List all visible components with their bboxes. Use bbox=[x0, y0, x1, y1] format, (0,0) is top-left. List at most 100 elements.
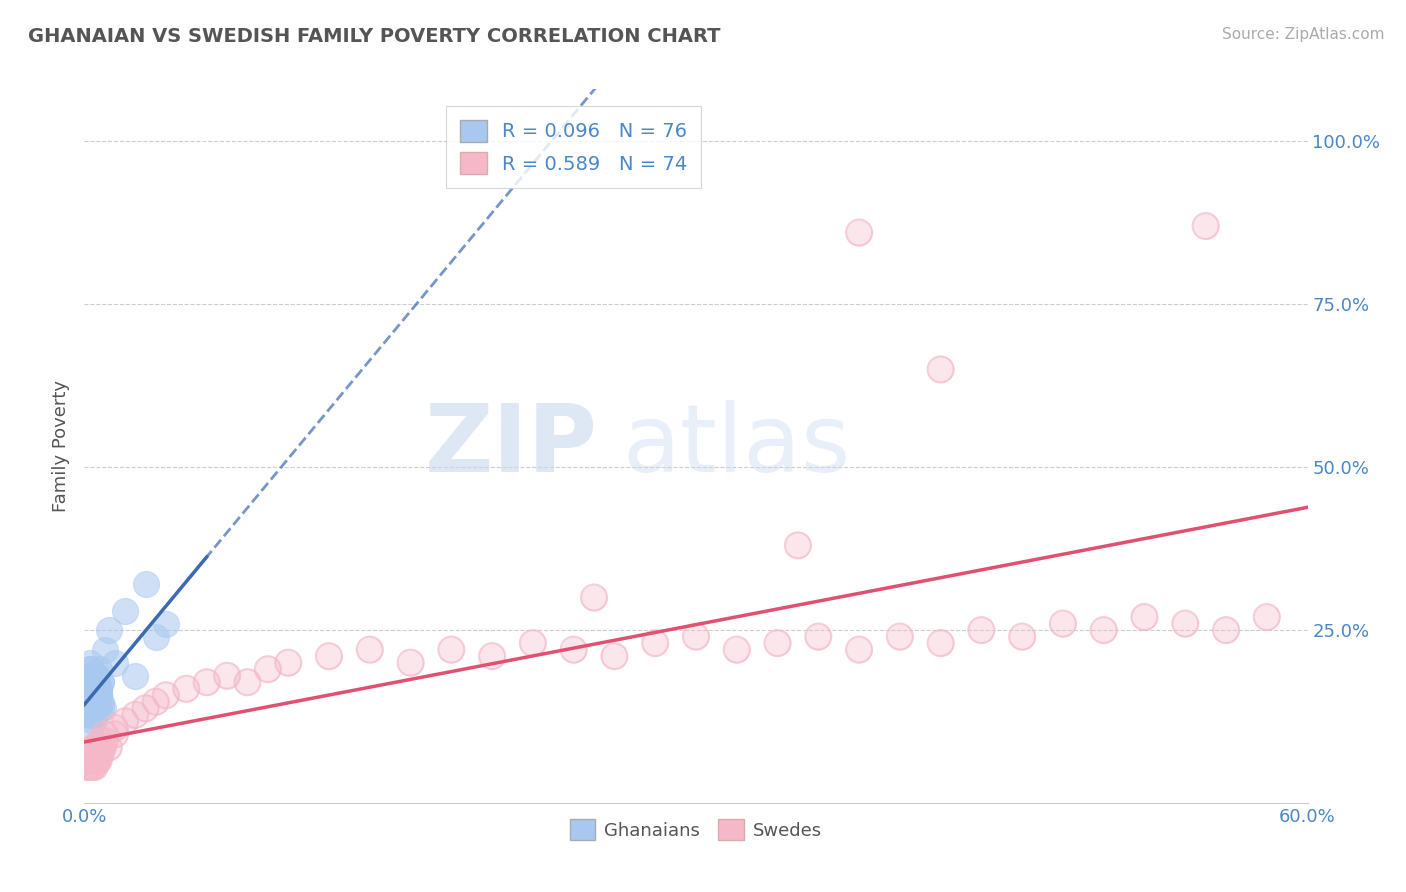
Point bbox=[104, 656, 127, 670]
Point bbox=[1092, 623, 1115, 637]
Point bbox=[929, 362, 952, 376]
Point bbox=[135, 577, 157, 591]
Point bbox=[155, 688, 177, 702]
Point bbox=[82, 707, 104, 722]
Point bbox=[970, 623, 993, 637]
Point bbox=[86, 695, 108, 709]
Point bbox=[86, 681, 108, 696]
Point bbox=[83, 695, 105, 709]
Point bbox=[79, 695, 101, 709]
Point bbox=[145, 630, 167, 644]
Point bbox=[848, 642, 870, 657]
Point bbox=[93, 727, 115, 741]
Point bbox=[83, 740, 105, 755]
Point bbox=[83, 681, 105, 696]
Point bbox=[87, 740, 110, 755]
Point bbox=[83, 740, 105, 755]
Point bbox=[135, 701, 157, 715]
Point bbox=[83, 760, 105, 774]
Point bbox=[77, 754, 100, 768]
Point bbox=[86, 681, 108, 696]
Point bbox=[79, 675, 101, 690]
Point bbox=[87, 740, 110, 755]
Point bbox=[82, 675, 104, 690]
Point bbox=[82, 754, 104, 768]
Point bbox=[562, 642, 585, 657]
Point bbox=[257, 662, 280, 676]
Point bbox=[79, 754, 101, 768]
Point bbox=[83, 760, 105, 774]
Point bbox=[83, 675, 105, 690]
Point bbox=[1215, 623, 1237, 637]
Point bbox=[82, 714, 104, 729]
Point bbox=[93, 734, 115, 748]
Point bbox=[82, 754, 104, 768]
Point bbox=[93, 734, 115, 748]
Point bbox=[83, 740, 105, 755]
Point bbox=[77, 760, 100, 774]
Point bbox=[83, 675, 105, 690]
Point bbox=[79, 669, 101, 683]
Point bbox=[86, 754, 108, 768]
Point bbox=[83, 754, 105, 768]
Point bbox=[87, 701, 110, 715]
Point bbox=[1011, 630, 1033, 644]
Point bbox=[90, 675, 112, 690]
Point bbox=[79, 662, 101, 676]
Point bbox=[82, 688, 104, 702]
Point bbox=[685, 630, 707, 644]
Point bbox=[104, 721, 127, 735]
Point bbox=[82, 701, 104, 715]
Point bbox=[583, 591, 606, 605]
Text: atlas: atlas bbox=[623, 400, 851, 492]
Point bbox=[236, 675, 259, 690]
Point bbox=[1256, 610, 1278, 624]
Point bbox=[124, 707, 146, 722]
Point bbox=[79, 747, 101, 761]
Point bbox=[145, 695, 167, 709]
Point bbox=[644, 636, 666, 650]
Point bbox=[86, 681, 108, 696]
Point bbox=[86, 695, 108, 709]
Point bbox=[83, 675, 105, 690]
Point bbox=[86, 695, 108, 709]
Point bbox=[79, 747, 101, 761]
Point bbox=[195, 675, 218, 690]
Point bbox=[848, 226, 870, 240]
Point bbox=[104, 721, 127, 735]
Point bbox=[87, 688, 110, 702]
Point bbox=[90, 747, 112, 761]
Point bbox=[399, 656, 422, 670]
Point bbox=[86, 675, 108, 690]
Text: Source: ZipAtlas.com: Source: ZipAtlas.com bbox=[1222, 27, 1385, 42]
Point bbox=[87, 688, 110, 702]
Point bbox=[90, 695, 112, 709]
Point bbox=[82, 675, 104, 690]
Point bbox=[87, 688, 110, 702]
Point bbox=[87, 747, 110, 761]
Point bbox=[1195, 219, 1218, 233]
Point bbox=[90, 747, 112, 761]
Point bbox=[82, 760, 104, 774]
Point bbox=[87, 688, 110, 702]
Point bbox=[889, 630, 911, 644]
Point bbox=[1092, 623, 1115, 637]
Point bbox=[86, 747, 108, 761]
Point bbox=[135, 701, 157, 715]
Point bbox=[104, 727, 127, 741]
Point bbox=[83, 669, 105, 683]
Point bbox=[82, 747, 104, 761]
Point bbox=[217, 669, 239, 683]
Point bbox=[83, 701, 105, 715]
Point bbox=[83, 695, 105, 709]
Point bbox=[1174, 616, 1197, 631]
Point bbox=[82, 747, 104, 761]
Point bbox=[79, 656, 101, 670]
Point bbox=[97, 623, 120, 637]
Point bbox=[83, 707, 105, 722]
Point bbox=[83, 681, 105, 696]
Point bbox=[644, 636, 666, 650]
Point bbox=[87, 688, 110, 702]
Point bbox=[685, 630, 707, 644]
Point bbox=[90, 701, 112, 715]
